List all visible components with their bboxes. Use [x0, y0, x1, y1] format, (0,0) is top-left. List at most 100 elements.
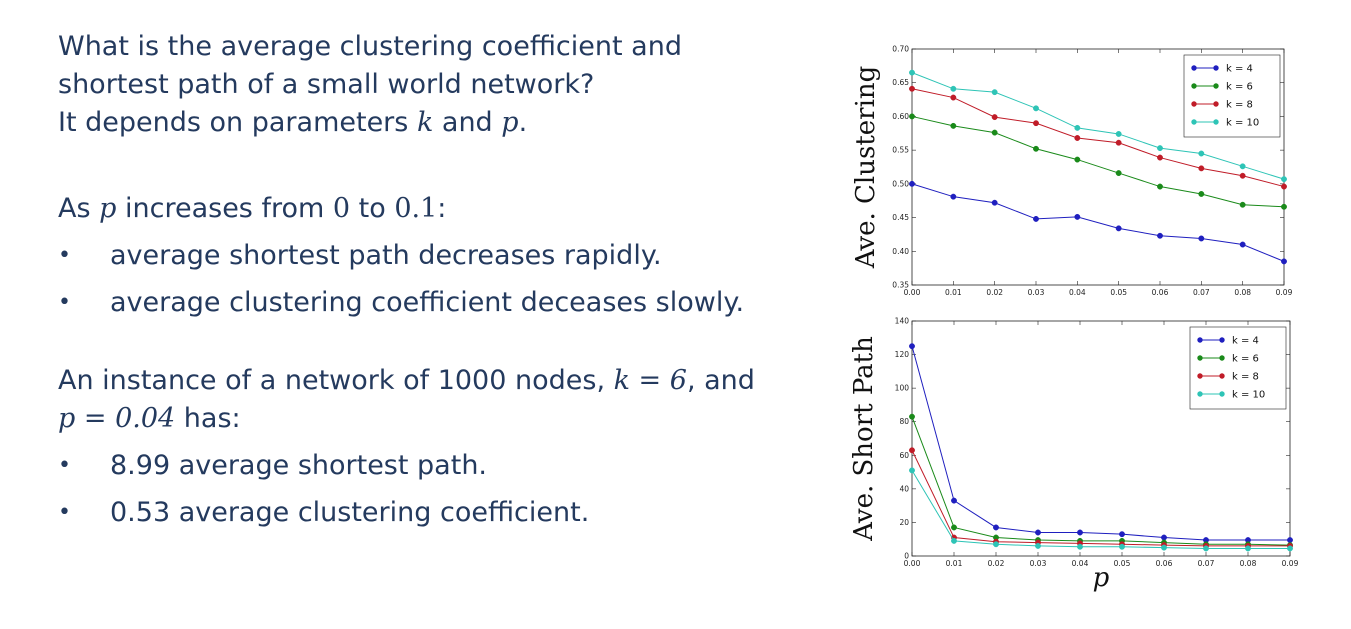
chart-0-legend-marker	[1191, 83, 1197, 89]
question-line-2: shortest path of a small world network?	[58, 69, 595, 100]
chart-0-series-1-point	[1033, 145, 1039, 152]
chart-0-series-1-point	[1281, 203, 1287, 210]
chart-0-legend-marker	[1213, 65, 1219, 71]
chart-0-legend-label: k = 6	[1226, 82, 1253, 93]
chart-1-y-tick-label: 100	[895, 384, 910, 393]
chart-1-x-tick-label: 0.04	[1072, 559, 1089, 568]
chart-0-series-line-3	[911, 72, 1285, 180]
chart-0-series-line-0	[911, 183, 1285, 262]
instance-pre: An instance of a network of 1000 nodes,	[58, 365, 614, 396]
question-line-1: What is the average clustering coefficie…	[58, 31, 682, 62]
chart-1-series-0-point	[1077, 529, 1083, 536]
chart-0-x-tick-label: 0.00	[904, 288, 921, 297]
chart-0-x-tick-label: 0.05	[1110, 288, 1127, 297]
short-path-chart: 0.00 0.01 0.02 0.03 0.04 0.05 0.06 0.07 0.08 0.09…	[849, 317, 1299, 594]
chart-0-series-0-point	[1157, 232, 1163, 239]
chart-1-legend-marker	[1197, 355, 1203, 361]
chart-0-series-3-point	[1115, 131, 1122, 137]
chart-0-legend-marker	[1191, 119, 1197, 125]
as-to: to	[350, 193, 395, 224]
chart-1-y-tick-label: 0	[904, 552, 909, 561]
chart-1-legend-marker	[1219, 355, 1225, 361]
chart-1-series-3-point	[1119, 543, 1125, 550]
math-k-eq: k = 6	[613, 365, 687, 396]
chart-0-series-0-point	[1239, 241, 1246, 248]
as-colon: :	[437, 193, 447, 224]
chart-0-series-2-point	[991, 114, 998, 121]
chart-0-y-tick-label: 0.70	[892, 45, 909, 54]
chart-0-series-1-point	[909, 113, 915, 120]
chart-1-legend-label: k = 6	[1232, 354, 1259, 365]
chart-0-series-1-point	[950, 122, 957, 129]
bullet-item: average clustering coefficient deceases …	[58, 284, 838, 322]
slide-text: What is the average clustering coefficie…	[58, 28, 838, 532]
chart-0-series-0-point	[1281, 258, 1287, 265]
chart-0-series-0-point	[1033, 215, 1039, 222]
math-k: k	[416, 107, 434, 138]
math-zero: 0	[332, 193, 351, 224]
chart-1-series-3-point	[1035, 542, 1041, 549]
chart-1-series-3-point	[1245, 545, 1251, 552]
chart-1-legend-marker	[1219, 373, 1225, 379]
chart-0-series-1-point	[1115, 170, 1122, 177]
math-p-eq: p = 0.04	[58, 403, 176, 434]
chart-0-legend-label: k = 10	[1226, 118, 1259, 129]
chart-1-series-3-point	[1203, 545, 1209, 552]
chart-0-series-2-point	[909, 85, 915, 92]
chart-1-series-0-point	[1161, 534, 1167, 541]
chart-0-legend	[1183, 54, 1281, 138]
chart-0-x-tick-label: 0.08	[1234, 288, 1251, 297]
chart-0-x-tick-label: 0.01	[945, 288, 962, 297]
chart-1-series-2-point	[909, 447, 915, 454]
depends-end: .	[518, 107, 528, 138]
chart-0-series-0-point	[991, 199, 998, 206]
chart-0-series-3-point	[1198, 150, 1205, 157]
chart-1-series-0-point	[909, 343, 915, 350]
chart-0-y-tick-label: 0.60	[892, 112, 909, 121]
chart-0-x-tick-label: 0.04	[1069, 288, 1086, 297]
chart-1-legend	[1189, 326, 1287, 410]
chart-1-legend-marker	[1197, 337, 1203, 343]
chart-0-series-3-point	[1157, 145, 1163, 152]
chart-0-series-1-point	[991, 129, 998, 136]
chart-0-y-tick-label: 0.50	[892, 179, 909, 188]
depends-line: It depends on parameters k and p.	[58, 104, 838, 142]
chart-1-x-tick-label: 0.02	[988, 559, 1005, 568]
chart-1-x-tick-label: 0.09	[1282, 559, 1299, 568]
chart-0-series-2-point	[1281, 183, 1287, 190]
chart-0-legend-marker	[1191, 101, 1197, 107]
clustering-chart: 0.00 0.01 0.02 0.03 0.04 0.05 0.06 0.07 0.08 0.09…	[851, 45, 1293, 298]
chart-0-series-1-point	[1157, 183, 1163, 190]
instance-line: An instance of a network of 1000 nodes, …	[58, 362, 838, 400]
bullet-item: 0.53 average clustering coefficient.	[58, 494, 838, 532]
chart-0-series-line-1	[911, 115, 1285, 208]
chart-1-series-3-point	[909, 467, 915, 474]
chart-1-y-tick-label: 40	[899, 484, 909, 493]
chart-0-y-tick-label: 0.55	[892, 146, 909, 155]
chart-1-legend-marker	[1219, 337, 1225, 343]
chart-0-x-tick-label: 0.09	[1276, 288, 1293, 297]
depends-pre: It depends on parameters	[58, 107, 417, 138]
chart-1-legend-label: k = 10	[1232, 390, 1265, 401]
chart-0-series-3-point	[1033, 105, 1039, 112]
chart-1-series-line-1	[911, 416, 1291, 546]
chart-0-legend-marker	[1191, 65, 1197, 71]
chart-0-series-0-point	[1115, 225, 1122, 232]
chart-0-legend-marker	[1213, 101, 1219, 107]
instance-has: has:	[175, 403, 241, 434]
chart-0-series-1-point	[1074, 156, 1081, 163]
math-point-one: 0.1	[394, 193, 438, 224]
chart-0-y-tick-label: 0.40	[892, 247, 909, 256]
chart-0-series-3-point	[1239, 163, 1246, 170]
chart-1-x-tick-label: 0.06	[1156, 559, 1173, 568]
as-pre: As	[58, 193, 100, 224]
chart-0-series-0-point	[909, 180, 915, 187]
chart-0-legend-marker	[1213, 119, 1219, 125]
chart-1-legend-marker	[1197, 373, 1203, 379]
chart-0-series-2-point	[1074, 135, 1081, 141]
math-p: p	[99, 193, 117, 224]
chart-1-legend-label: k = 4	[1232, 336, 1259, 347]
chart-1-series-3-point	[951, 537, 957, 544]
chart-0-series-0-point	[950, 193, 957, 200]
chart-1-series-1-point	[909, 413, 915, 420]
